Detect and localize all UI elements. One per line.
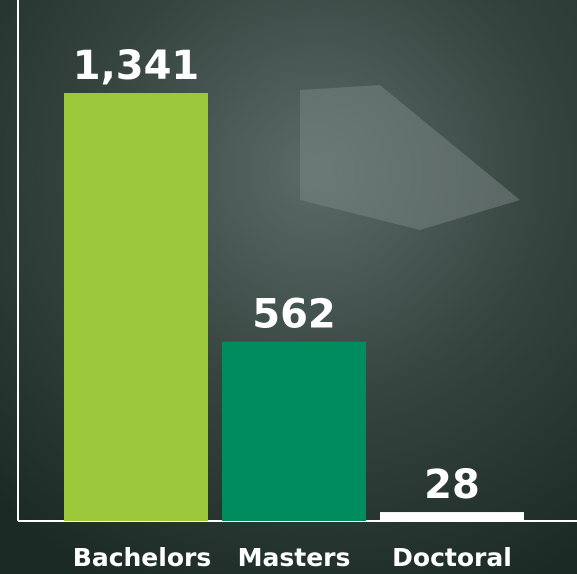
x-tick-label: Bachelors: [73, 543, 211, 572]
bar: [222, 341, 366, 521]
value-label: 1,341: [73, 43, 200, 89]
background-building: [300, 85, 520, 230]
bar: [64, 93, 208, 521]
value-label: 562: [252, 292, 336, 338]
value-label: 28: [424, 462, 480, 508]
x-tick-label: Doctoral: [392, 543, 512, 572]
x-tick-label: Masters: [238, 543, 351, 572]
bar: [380, 512, 524, 521]
